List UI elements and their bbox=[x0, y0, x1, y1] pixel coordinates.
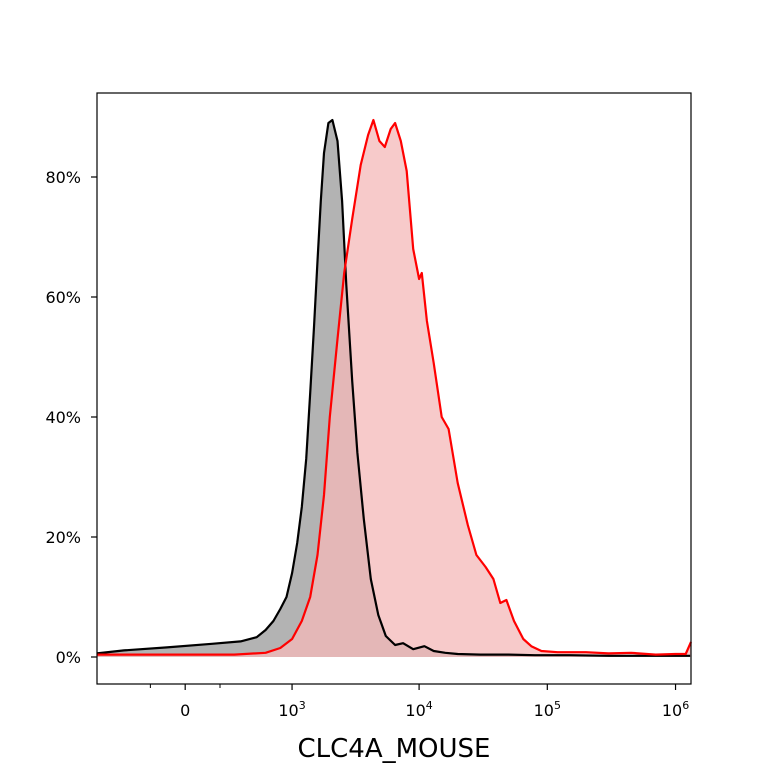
x-tick-label: 106 bbox=[662, 699, 689, 720]
y-tick-label: 80% bbox=[45, 168, 81, 187]
x-tick-label: 103 bbox=[278, 699, 305, 720]
x-axis-title: CLC4A_MOUSE bbox=[298, 734, 491, 764]
series-1-area bbox=[97, 120, 691, 657]
x-tick-label: 105 bbox=[534, 699, 561, 720]
series-layer bbox=[96, 118, 693, 657]
x-tick-label: 0 bbox=[180, 701, 190, 720]
y-tick-label: 20% bbox=[45, 528, 81, 547]
series-1-line bbox=[97, 118, 693, 656]
y-tick-label: 60% bbox=[45, 288, 81, 307]
x-tick-label: 104 bbox=[405, 699, 432, 720]
y-tick-label: 40% bbox=[45, 408, 81, 427]
plot-frame bbox=[96, 92, 692, 685]
x-axis: 0 103 104 105 106 bbox=[149, 684, 689, 720]
y-axis: 0% 20% 40% 60% 80% bbox=[45, 168, 97, 667]
y-tick-label: 0% bbox=[56, 648, 81, 667]
series-0-line bbox=[96, 118, 691, 657]
